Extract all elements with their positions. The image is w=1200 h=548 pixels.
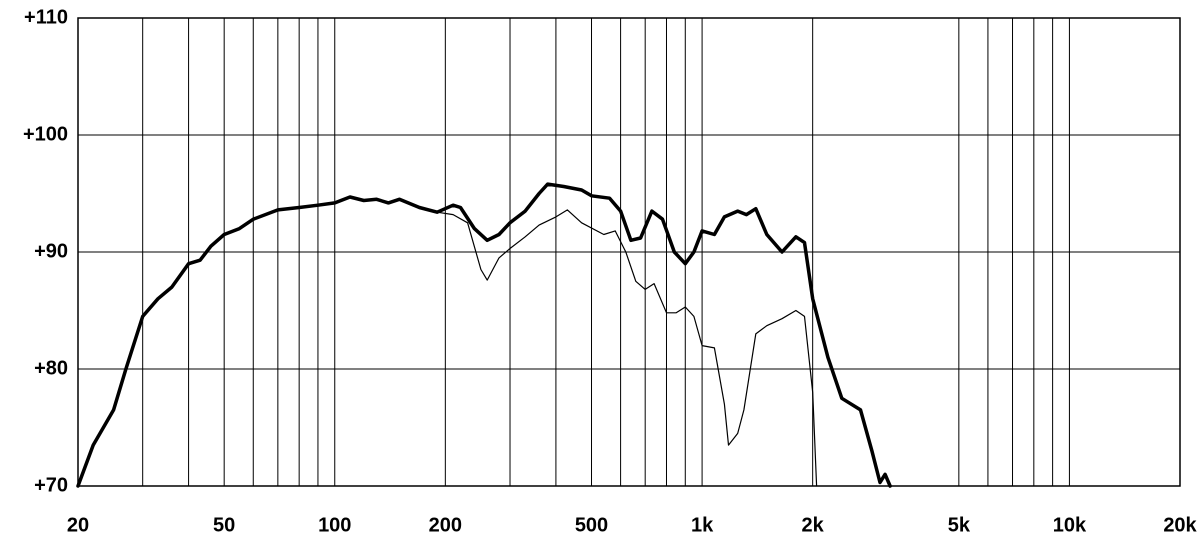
response-line xyxy=(76,182,892,488)
y-tick-label: +90 xyxy=(34,240,68,262)
y-tick-label: +70 xyxy=(34,474,68,496)
x-tick-label: 50 xyxy=(213,514,235,536)
x-tick-label: 2k xyxy=(802,514,825,536)
x-tick-label: 10k xyxy=(1053,514,1087,536)
x-tick-label: 200 xyxy=(429,514,462,536)
x-tick-label: 100 xyxy=(318,514,351,536)
x-tick-label: 5k xyxy=(948,514,971,536)
x-tick-label: 20 xyxy=(67,514,89,536)
x-tick-label: 1k xyxy=(691,514,714,536)
y-tick-label: +110 xyxy=(24,6,68,28)
y-tick-label: +80 xyxy=(34,357,68,379)
response-line xyxy=(77,196,818,487)
x-tick-label: 20k xyxy=(1163,514,1197,536)
x-tick-label: 500 xyxy=(575,514,608,536)
y-tick-label: +100 xyxy=(23,123,68,145)
